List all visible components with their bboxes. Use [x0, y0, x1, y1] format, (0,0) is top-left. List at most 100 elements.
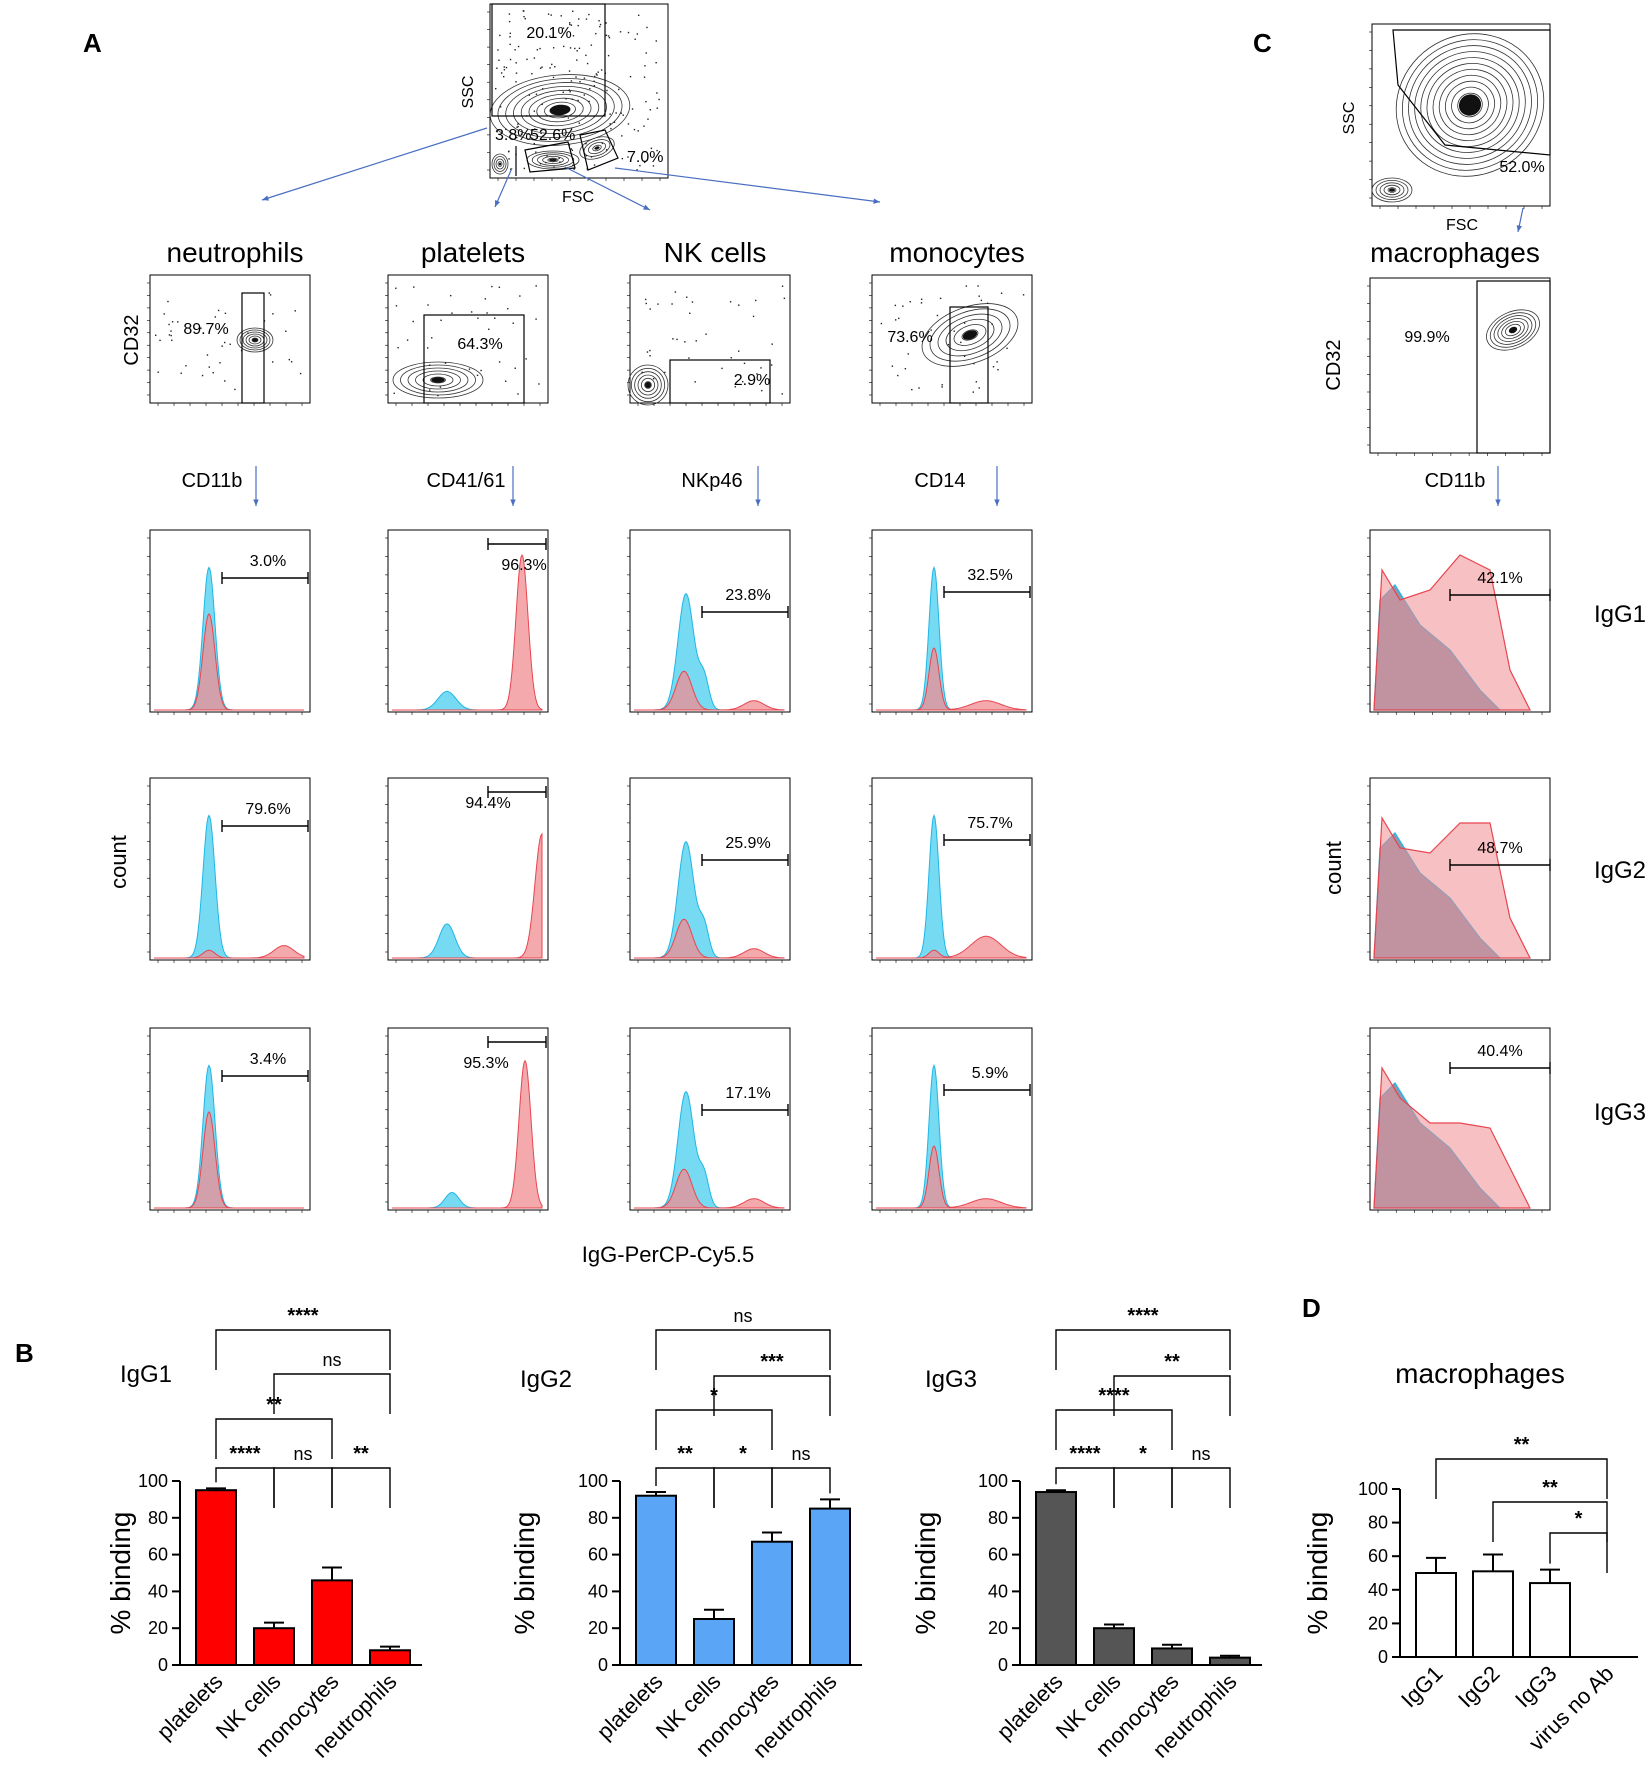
panelA-histogram	[629, 777, 791, 961]
panelA-gate-scatter-dot	[500, 72, 503, 74]
panelA-dotplot-scatter-dot	[477, 317, 479, 319]
panelA-dotplot-scatter-dot	[208, 366, 210, 368]
panelA-dotplot-scatter-dot	[535, 285, 537, 287]
panelA-dotplot-contour-ring	[634, 371, 662, 399]
panelA-ssc-contour-ring	[505, 82, 615, 138]
panelA-dotplot-scatter-dot	[1000, 292, 1003, 294]
panelC-dotplot-contour	[1486, 309, 1540, 351]
panelA-gate-scatter-dot	[652, 165, 655, 167]
panelA-histogram	[387, 529, 549, 713]
y-tick-label: 100	[978, 1471, 1008, 1491]
panelC-arrow-gate	[1516, 207, 1524, 233]
panelA-gate-ylabel: SSC	[460, 76, 477, 109]
significance-label: **	[353, 1443, 369, 1465]
panelA-arrow-down-head	[994, 499, 1000, 506]
panelA-arrow-monocytes-line	[614, 167, 881, 203]
panelA-dotplot-scatter-dot	[171, 321, 174, 323]
panelA-gate-scatter-dot	[572, 164, 574, 167]
panelA-dotplot-scatter	[155, 292, 302, 391]
panelA-dotplot-contour-ring	[430, 376, 446, 384]
panelA-gate-scatter-dot	[516, 126, 518, 128]
significance-bracket	[713, 1467, 773, 1508]
panelA-mono-contour-ring	[579, 136, 615, 160]
panelA-gate-scatter-dot	[539, 163, 542, 165]
y-tick-label: 40	[148, 1581, 168, 1601]
panelA-dotplot-scatter-dot	[504, 380, 507, 382]
panelC-hist-percent: 48.7%	[1477, 840, 1522, 857]
panelA-dotplot-scatter-dot	[538, 383, 540, 385]
panelA-dotplot-scatter	[880, 285, 1025, 393]
panelA-dotplot-scatter-dot	[909, 301, 911, 303]
panelA-gate-scatter-dot	[573, 168, 575, 170]
panelA-dotplot-scatter-dot	[519, 295, 521, 297]
panelC-hist-sample	[1373, 554, 1531, 711]
panelC-debris-contour-ring	[1379, 182, 1405, 198]
panelA-dotplot-scatter-dot	[486, 312, 488, 314]
panelC-ssc-contour-ring	[1432, 68, 1508, 142]
panelA-gate-scatter-dot	[536, 48, 539, 51]
panelC-gate-xlabel: FSC	[1446, 217, 1478, 234]
panelA-arrow-neutrophils	[261, 127, 488, 201]
panelA-gate-scatter-dot	[574, 47, 576, 50]
panelA-gate-scatter-dot	[499, 34, 501, 37]
panelA-gate-scatter-dot	[646, 26, 648, 29]
panelA-dotplot-scatter-dot	[685, 296, 688, 298]
bar	[195, 1489, 237, 1666]
panelA-histogram	[149, 1027, 311, 1211]
y-tick-label: 40	[1368, 1580, 1388, 1600]
chart-title: IgG2	[520, 1366, 572, 1393]
significance-label: ****	[1098, 1385, 1129, 1407]
significance-label: ***	[760, 1351, 784, 1373]
panelA-gate-scatter-dot	[540, 67, 542, 69]
bar	[1093, 1627, 1135, 1666]
panelA-gate-scatter-dot	[503, 75, 505, 78]
panelA-dotplot-scatter-dot	[219, 362, 221, 364]
panelA-dotplot-scatter-dot	[730, 357, 732, 359]
y-axis-title: % binding	[105, 1512, 136, 1635]
panelC-debris-contour-core	[1389, 188, 1395, 192]
panelA-gate-scatter-dot	[578, 47, 581, 50]
panelC-gate-pct: 99.9%	[1404, 329, 1449, 346]
panelA-dotplot-scatter-dot	[498, 286, 501, 289]
panelA-dotplot-scatter-dot	[672, 338, 674, 340]
panelA-gate-percent: 73.6%	[887, 329, 932, 346]
panelA-gate-scatter-dot	[645, 52, 647, 54]
significance-label: **	[1514, 1434, 1530, 1456]
panelA-dotplot-scatter-dot	[978, 295, 980, 297]
significance-bracket	[713, 1375, 831, 1416]
bar	[1151, 1647, 1193, 1666]
panelA-hist-percent: 75.7%	[967, 815, 1012, 832]
panelA-gate-scatter-dot	[552, 76, 555, 79]
panelC-dotplot-contour-ring	[1501, 320, 1525, 340]
panelA-marker-label: CD14	[914, 470, 965, 492]
panelA-gate-granulocyte	[491, 3, 606, 117]
panelC-dotplot-contour-ring	[1497, 318, 1529, 342]
panelA-gate-scatter-dot	[593, 85, 596, 87]
panelA-dotplot-scatter-dot	[965, 285, 968, 287]
panelA-histogram	[149, 529, 311, 713]
y-tick-label: 80	[148, 1508, 168, 1528]
panelC-arrow-down	[1495, 466, 1501, 506]
panelA-hist-sample	[392, 1059, 543, 1209]
panelA-gate-scatter-dot	[570, 128, 573, 130]
y-tick-label: 80	[588, 1508, 608, 1528]
panelA-dotplot-scatter-dot	[171, 339, 173, 342]
panelA-dotplot-contour-ring	[921, 303, 1019, 367]
panelA-hist-sample	[876, 1145, 1027, 1209]
panelA-arrow-down	[755, 466, 761, 506]
panelA-debris-contour-core	[498, 162, 502, 166]
panelA-dotplot-scatter-dot	[694, 381, 696, 383]
panelA-gate-scatter-dot	[585, 54, 587, 57]
panelA-histogram	[149, 777, 311, 961]
panelA-gate-scatter-dot	[594, 75, 596, 78]
panelA-gate-percent: 89.7%	[183, 321, 228, 338]
panelC-ssc-contour-ring	[1395, 33, 1545, 177]
panelC-gate-polygon	[1392, 29, 1551, 156]
panelA-gate-scatter-dot	[552, 47, 555, 49]
panelA-dotplot-scatter-dot	[170, 334, 172, 337]
panelA-gate-xlabel: FSC	[562, 189, 594, 206]
panelA-dotplot-scatter-dot	[997, 368, 999, 371]
panelA-dotplot-scatter-dot	[224, 312, 227, 315]
panelA-gate-scatter-dot	[496, 67, 498, 69]
panelA-dotplot-scatter-dot	[641, 371, 643, 374]
